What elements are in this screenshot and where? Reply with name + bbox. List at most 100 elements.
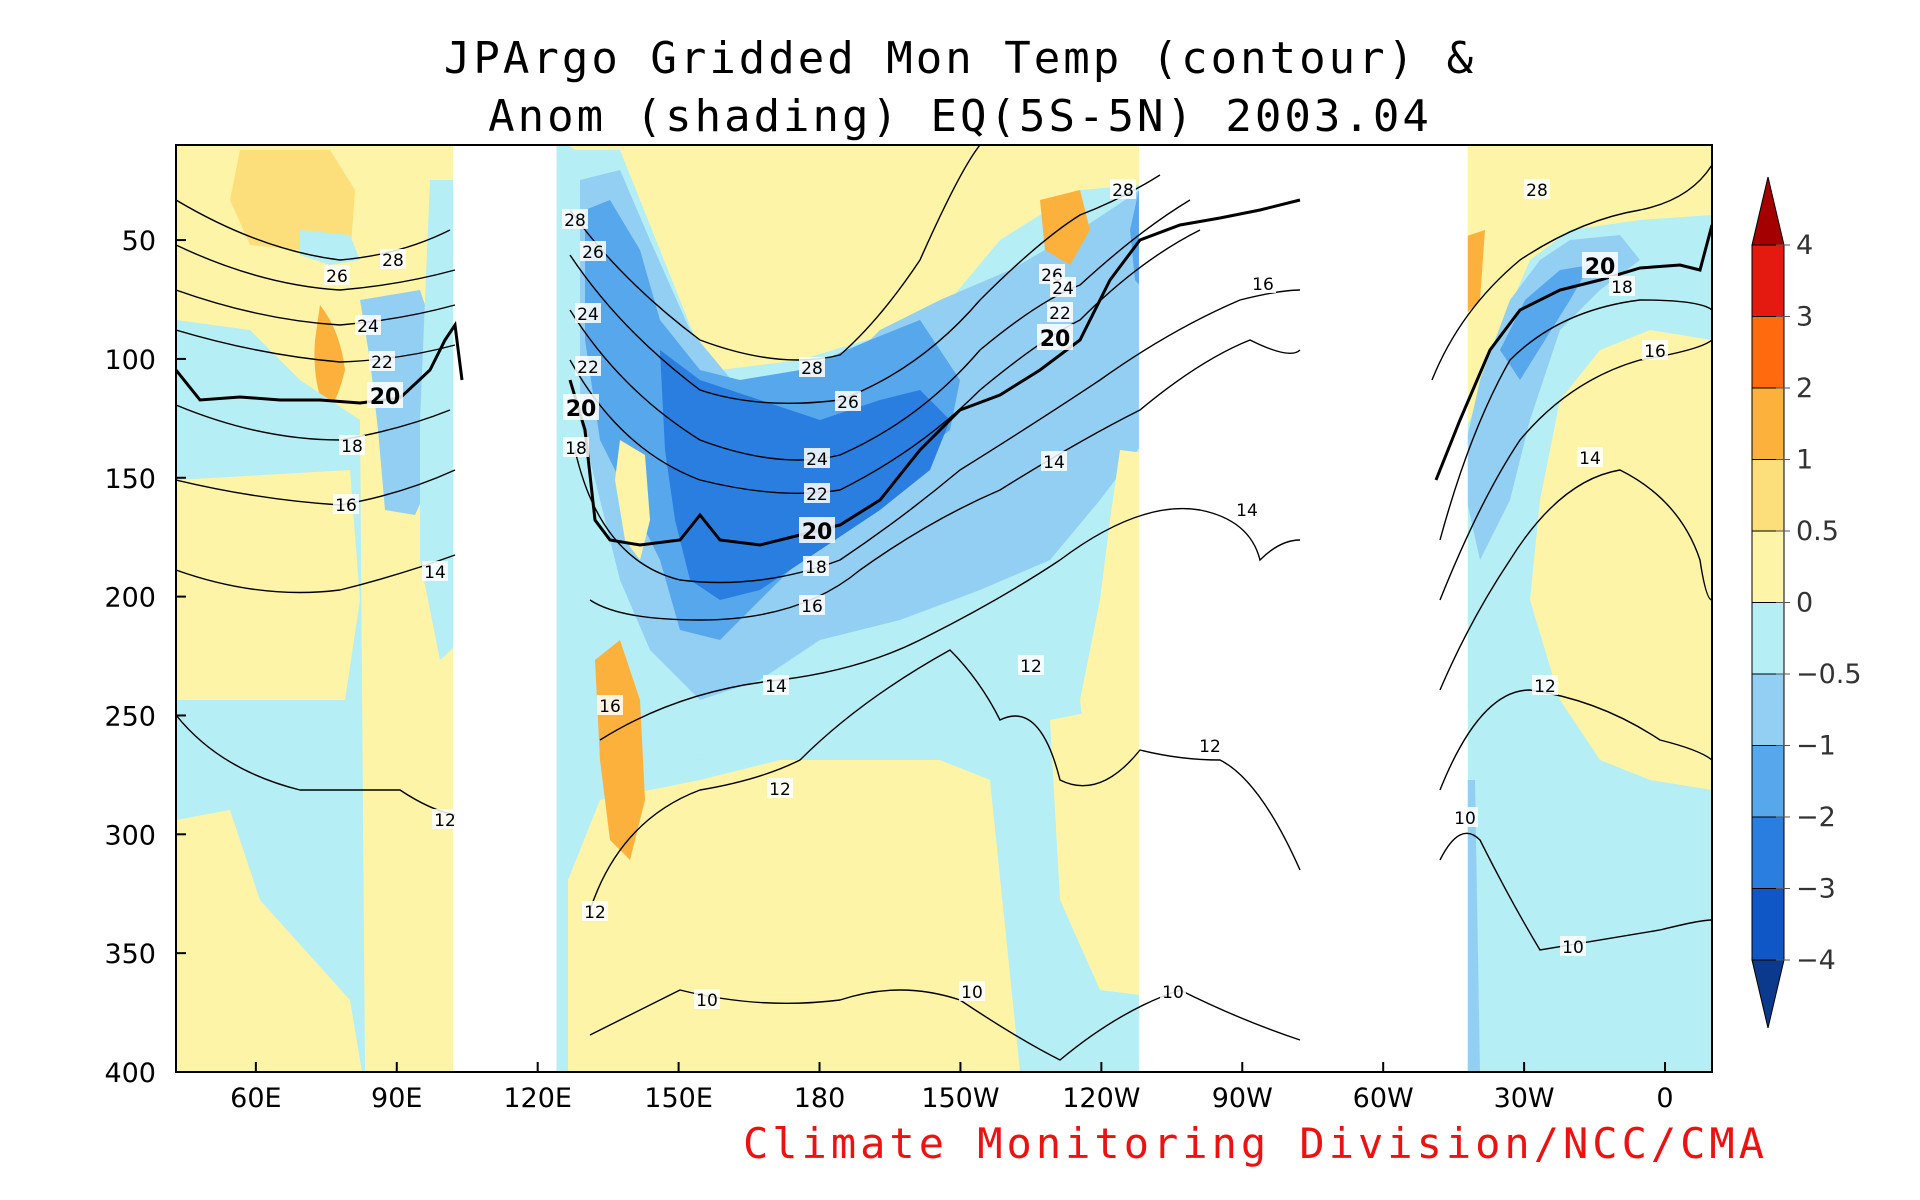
- colorbar-swatch: [1751, 459, 1785, 532]
- isotherm-label: 18: [565, 439, 587, 459]
- colorbar-top-arrow: [1751, 176, 1785, 246]
- isotherm-28: [176, 199, 451, 261]
- isotherm-label-bg: [1018, 655, 1044, 675]
- colorbar-swatch: [1751, 316, 1785, 389]
- colorbar-swatch: [1751, 530, 1785, 603]
- isotherm-label: 22: [1049, 304, 1071, 324]
- x-tick-label: 60W: [1353, 1083, 1414, 1114]
- isotherm-label: 22: [577, 358, 599, 378]
- isotherm-label: 14: [1043, 453, 1065, 473]
- isotherm-label-bg: [1524, 179, 1550, 199]
- y-tick-label: 400: [104, 1058, 156, 1089]
- colorbar-swatch: [1751, 673, 1785, 746]
- anom-blob: [176, 810, 362, 1072]
- anom-blob: [568, 760, 1020, 1072]
- isotherm-label: 20: [1040, 327, 1071, 352]
- anom-blob: [176, 470, 360, 700]
- isotherm-contours: [176, 145, 1712, 1061]
- x-axis: 60E 90E 120E 150E 180 150W 120W 90W 60W 30W 0: [230, 1062, 1674, 1114]
- chart-title-line2: Anom (shading) EQ(5S-5N) 2003.04: [488, 91, 1432, 142]
- y-tick-label: 200: [104, 583, 156, 614]
- isotherm-label: 24: [357, 317, 379, 337]
- isotherm-label-bg: [339, 435, 365, 455]
- isotherm-18-atl: [1439, 299, 1712, 541]
- isotherm-18: [176, 404, 451, 441]
- isotherm-label-bg: [1452, 807, 1478, 827]
- isotherm-label: 16: [599, 697, 621, 717]
- isotherm-20-pac: [568, 198, 1301, 547]
- chart-title-line1: JPArgo Gridded Mon Temp (contour) &: [444, 33, 1476, 84]
- isotherm-label: 14: [1236, 501, 1258, 521]
- isotherm-label: 16: [335, 496, 357, 516]
- isotherm-label-bg: [767, 778, 793, 798]
- colorbar-swatch: [1751, 745, 1785, 818]
- isotherm-label: 10: [1454, 809, 1476, 829]
- anom-blob: [314, 305, 345, 410]
- isotherm-label: 18: [1611, 278, 1633, 298]
- colorbar-bottom-arrow: [1751, 959, 1785, 1029]
- isotherm-label: 18: [805, 558, 827, 578]
- isotherm-label-bg: [432, 809, 458, 829]
- isotherm-label: 10: [1162, 983, 1184, 1003]
- isotherm-label: 14: [1579, 449, 1601, 469]
- isotherm-label-bg: [575, 356, 601, 376]
- isotherm-label: 20: [566, 397, 597, 422]
- isotherm-label-bg: [1609, 276, 1635, 296]
- anom-blob: [420, 180, 462, 660]
- colorbar-label: 0.5: [1796, 516, 1839, 547]
- isotherm-label-bg: [324, 265, 350, 285]
- anom-blob: [615, 440, 650, 560]
- credit-text: Climate Monitoring Division/NCC/CMA: [743, 1119, 1768, 1168]
- isotherm-label-bg: [563, 394, 599, 420]
- isotherm-24: [176, 289, 456, 326]
- isotherm-18-pac: [574, 289, 1301, 584]
- isotherm-label: 22: [806, 485, 828, 505]
- y-axis: 50 100 150 200 250 300 350 400: [104, 226, 186, 1089]
- isotherm-label: 12: [434, 811, 456, 831]
- isotherm-label-bg: [804, 483, 830, 503]
- colorbar-swatch: [1751, 387, 1785, 460]
- colorbar-label: −2: [1796, 802, 1836, 833]
- isotherm-label: 28: [564, 211, 586, 231]
- isotherm-label-bg: [582, 901, 608, 921]
- isotherm-label-bg: [1642, 340, 1668, 360]
- isotherm-label-bg: [1197, 735, 1223, 755]
- isotherm-20-atl: [1434, 224, 1712, 481]
- x-tick-label: 90W: [1212, 1083, 1273, 1114]
- isotherm-label-bg: [380, 249, 406, 269]
- isotherm-label: 12: [1199, 737, 1221, 757]
- isotherm-label: 28: [801, 359, 823, 379]
- isotherm-label-bg: [799, 595, 825, 615]
- isotherm-label-bg: [369, 351, 395, 371]
- colorbar-label: 2: [1796, 373, 1813, 404]
- anom-blob: [568, 145, 1310, 370]
- isotherm-label-bg: [959, 981, 985, 1001]
- colorbar-label: 1: [1796, 445, 1813, 476]
- isotherm-label: 26: [582, 243, 604, 263]
- colorbar-swatch: [1751, 602, 1785, 675]
- y-tick-label: 50: [122, 226, 156, 257]
- colorbar: 4 3 2 1 0.5 0 −0.5 −1 −2 −3 −4: [1751, 176, 1862, 1029]
- isotherm-28-pac: [569, 145, 981, 361]
- isotherm-label: 14: [765, 677, 787, 697]
- isotherm-label-bg: [804, 448, 830, 468]
- x-tick-label: 60E: [230, 1083, 281, 1114]
- isotherm-label-bg: [1047, 302, 1073, 322]
- isotherm-24-pac: [569, 199, 1191, 461]
- land-gap-indian: [453, 145, 557, 1072]
- isotherm-label-bg: [1577, 447, 1603, 467]
- x-tick-label: 30W: [1494, 1083, 1555, 1114]
- colorbar-swatch: [1751, 888, 1785, 961]
- colorbar-swatch: [1751, 816, 1785, 889]
- isotherm-label-bg: [1110, 179, 1136, 199]
- isotherm-label-bg: [1037, 324, 1073, 350]
- isotherm-label: 18: [341, 437, 363, 457]
- x-tick-label: 150W: [921, 1083, 999, 1114]
- isotherm-label: 12: [769, 780, 791, 800]
- isotherm-label: 24: [1052, 279, 1074, 299]
- isotherm-label: 20: [370, 385, 401, 410]
- isotherm-label-bg: [563, 437, 589, 457]
- isotherm-label-bg: [1532, 675, 1558, 695]
- y-tick-label: 100: [104, 345, 156, 376]
